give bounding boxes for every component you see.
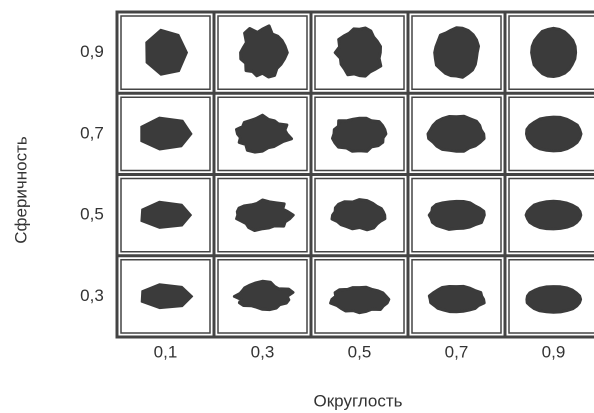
y-tick-label: 0,9 [80,42,104,61]
x-tick-label: 0,7 [445,342,469,361]
x-tick-label: 0,3 [251,342,275,361]
diagram: Сферичность Округлость 0,9 0,7 0,5 0,3 0,1 0,… [0,0,594,413]
particle [331,287,389,312]
x-tick-label: 0,9 [542,342,566,361]
y-tick-label: 0,5 [80,205,104,224]
x-tick-label: 0,1 [154,342,178,361]
particle [527,287,581,313]
particle [429,201,484,229]
x-tick-label: 0,5 [348,342,372,361]
y-tick-label: 0,7 [80,123,104,142]
particle [429,286,484,311]
particle [428,116,484,151]
y-tick-label: 0,3 [80,286,104,305]
particle [532,28,576,76]
particle [527,117,582,151]
y-axis-label: Сферичность [11,136,30,244]
particle [333,118,386,151]
x-axis-label: Округлость [314,391,403,410]
particle [526,201,581,229]
particle [435,28,479,78]
